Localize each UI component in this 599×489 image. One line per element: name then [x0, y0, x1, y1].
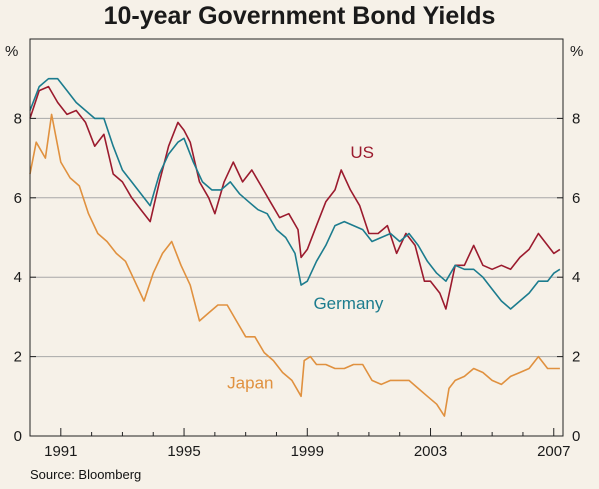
xtick-label-2003: 2003: [414, 443, 447, 460]
xtick-label-2007: 2007: [537, 443, 570, 460]
ytick-label-right: 0: [572, 428, 580, 445]
y-axis-ticks: 0 0 2 2 4 4 6 6 8 8: [14, 110, 581, 445]
ytick-label-left: 6: [14, 190, 22, 207]
ytick-label-right: 6: [572, 190, 580, 207]
ytick-label-right: 4: [572, 269, 580, 286]
series-line-germany: [29, 77, 561, 310]
gridlines: [30, 117, 563, 358]
chart-title: 10-year Government Bond Yields: [103, 2, 496, 30]
plot-frame: [29, 38, 564, 437]
series-line-us: [29, 85, 561, 310]
ytick-label-right: 8: [572, 110, 580, 127]
xtick-label-1991: 1991: [44, 443, 77, 460]
y-unit-right: %: [570, 43, 583, 60]
ytick-label-left: 2: [14, 349, 22, 366]
ytick-label-left: 4: [14, 269, 22, 286]
y-unit-left: %: [5, 43, 18, 60]
xtick-label-1995: 1995: [167, 443, 200, 460]
source-note: Source: Bloomberg: [30, 467, 142, 482]
series-labels: US Germany Japan: [227, 143, 384, 392]
x-axis-ticks: 1991 1995 1999 2003 2007: [29, 428, 570, 460]
ytick-label-left: 0: [14, 428, 22, 445]
series-label-us: US: [350, 143, 374, 162]
ytick-label-right: 2: [572, 349, 580, 366]
series-line-japan: [29, 113, 560, 417]
xtick-label-1999: 1999: [291, 443, 324, 460]
ytick-label-left: 8: [14, 110, 22, 127]
series-lines: [29, 77, 561, 417]
series-label-germany: Germany: [313, 294, 383, 313]
series-label-japan: Japan: [227, 373, 273, 392]
